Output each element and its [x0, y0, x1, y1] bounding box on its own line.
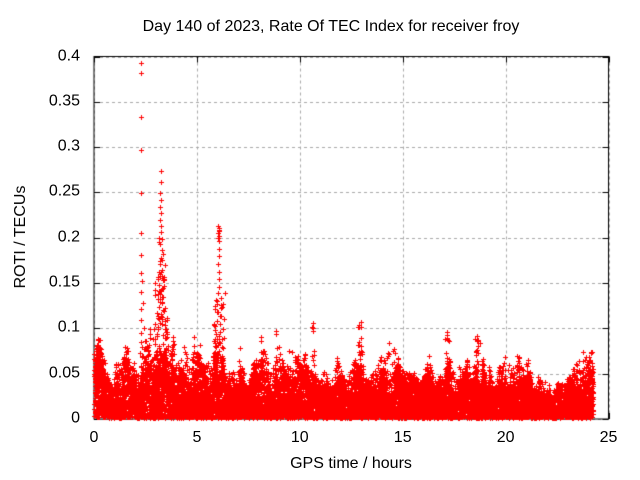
y-tick-label: 0.35: [48, 92, 80, 110]
y-axis-label: ROTI / TECUs: [12, 185, 29, 289]
y-tick-label: 0.25: [48, 183, 80, 201]
x-tick-label: 5: [192, 429, 202, 446]
y-tick-label: 0.05: [48, 364, 80, 382]
y-tick-label: 0.3: [57, 137, 80, 155]
y-tick-label: 0: [71, 409, 80, 427]
x-tick-label: 0: [89, 429, 99, 446]
y-tick-label: 0.15: [48, 273, 80, 291]
y-tick-label: 0.1: [57, 319, 80, 337]
x-axis-label: GPS time / hours: [290, 455, 412, 472]
x-tick-label: 25: [599, 429, 618, 446]
x-tick-label: 10: [290, 429, 309, 446]
x-tick-label: 15: [393, 429, 412, 446]
y-tick-label: 0.4: [57, 47, 80, 65]
chart-title: Day 140 of 2023, Rate Of TEC Index for r…: [142, 18, 520, 35]
y-tick-label: 0.2: [57, 228, 80, 246]
x-tick-label: 20: [496, 429, 515, 446]
